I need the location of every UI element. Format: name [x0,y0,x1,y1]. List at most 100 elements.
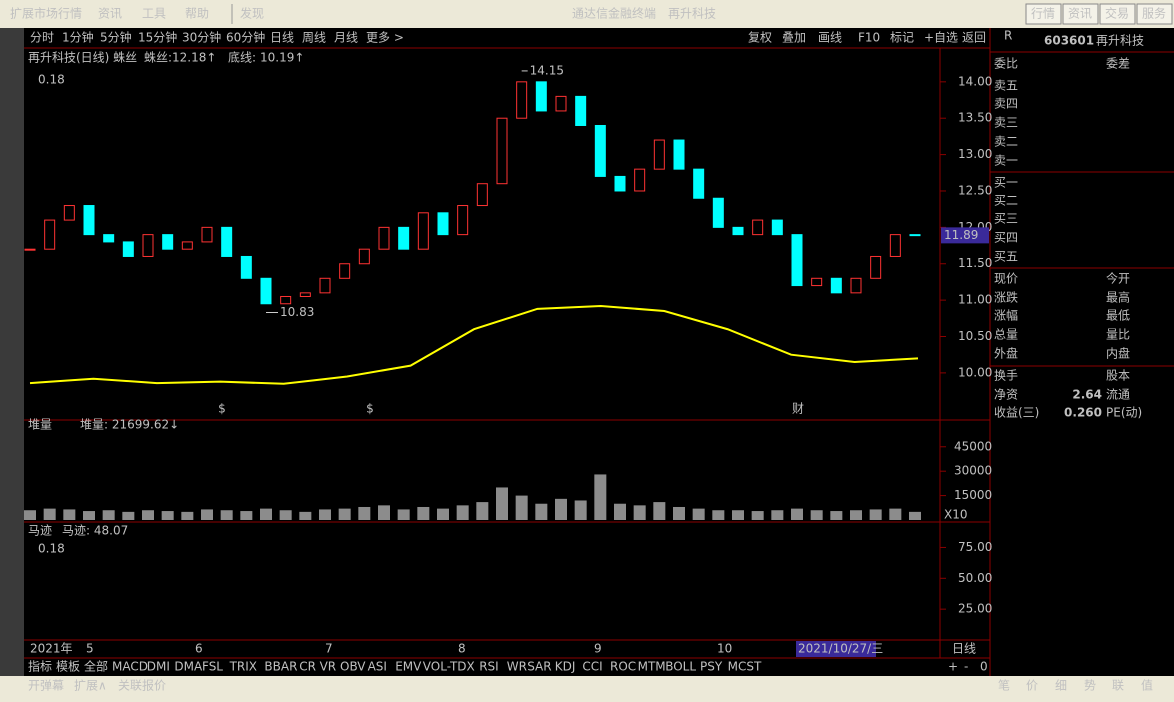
volume-bar [279,510,292,520]
indicator-tab[interactable]: ROC [610,660,636,674]
toolbar-action[interactable]: 标记 [890,31,914,45]
candle [260,277,272,305]
y-tick-label: 11.00 [958,293,992,307]
quote-label: 收益(三) [994,406,1039,420]
candle [319,277,331,294]
indicator-tab[interactable]: MTM [638,660,666,674]
indicator-tab[interactable]: DMA [174,660,203,674]
indicator-tab[interactable]: FSL [202,660,223,674]
quote-label: 买四 [994,231,1018,245]
side-tab[interactable]: 价 [1026,679,1038,693]
side-tab[interactable]: 势 [1084,679,1096,693]
period-tab[interactable]: 分时 [30,31,54,45]
menu-button-label[interactable]: 服务 [1142,6,1166,21]
quote-label: 净资 [994,388,1018,402]
period-tab[interactable]: 月线 [334,31,358,45]
menu-item[interactable]: 工具 [142,7,166,21]
indicator-tab[interactable]: MCST [728,660,762,674]
candle [378,226,390,250]
status-item[interactable]: 扩展∧ [74,679,107,693]
status-item[interactable]: 关联报价 [118,678,166,693]
period-tab[interactable]: 周线 [302,31,326,45]
indicator-tab[interactable]: WR [507,660,527,674]
period-tab[interactable]: 30分钟 [182,30,221,45]
indicator-tab[interactable]: CCI [582,660,602,674]
volume-bar [142,510,154,520]
volume-bar [692,508,705,520]
candle [909,234,921,237]
period-tab[interactable]: 5分钟 [100,30,132,45]
candle [457,205,469,236]
indicator-tab[interactable]: TRIX [229,660,257,674]
menu-button-label[interactable]: 行情 [1031,7,1055,21]
volume-bar [102,510,115,520]
volume-bar [240,511,253,520]
indicator-tab[interactable]: OBV [340,660,366,674]
date-label: 7 [325,642,333,656]
indicator-tab[interactable]: RSI [479,660,499,674]
menu-item[interactable]: 资讯 [98,7,122,21]
indicator-tab[interactable]: 指标 [28,659,52,674]
indicator-tab[interactable]: ASI [368,660,387,674]
period-tab[interactable]: 60分钟 [226,30,265,45]
menu-button[interactable] [1099,3,1136,25]
indicator-tab[interactable]: DMI [147,660,170,674]
toolbar-action[interactable]: +自选 [924,31,958,45]
high-label: 14.15 [530,63,564,77]
period-tab[interactable]: 1分钟 [62,30,94,45]
indicator-tab[interactable]: KDJ [555,660,576,674]
indicator-tab[interactable]: CR [299,660,316,674]
quote-label: 卖一 [994,154,1018,168]
period-tab[interactable]: 15分钟 [138,30,177,45]
menu-item[interactable]: 扩展市场行情 [10,6,82,21]
menu-button-label[interactable]: 资讯 [1068,7,1092,21]
candle [555,95,567,112]
indicator-tab[interactable]: BBAR [264,660,297,674]
indicator-tab[interactable]: SAR [527,660,551,674]
period-tab[interactable]: 更多 > [366,31,404,45]
menu-item[interactable]: 帮助 [185,7,209,21]
zoom-button[interactable]: 0 [980,660,988,674]
y-tick-label: 13.50 [958,111,992,125]
indicator-tab[interactable]: VR [320,660,337,674]
indicator-tab[interactable]: PSY [700,660,723,674]
stock-name: 再升科技 [1096,34,1144,48]
menu-item[interactable]: 发现 [240,6,264,21]
status-item[interactable]: 开弹幕 [28,679,64,693]
side-tab[interactable]: 笔 [998,678,1010,693]
toolbar-action[interactable]: 返回 [962,31,986,45]
indicator-tab[interactable]: MACD [112,660,148,674]
zoom-button[interactable]: + [948,660,958,674]
menu-button[interactable] [1062,3,1099,25]
zoom-button[interactable]: - [964,660,968,674]
legend-value: 10.19↑ [260,51,304,65]
side-tab[interactable]: 联 [1112,679,1124,693]
volume-bar [653,502,666,520]
toolbar-action[interactable]: 叠加 [782,31,806,45]
side-tab[interactable]: 细 [1055,679,1067,693]
period-tab[interactable]: 日线 [270,31,294,45]
menu-button[interactable] [1025,3,1062,25]
toolbar-action[interactable]: 画线 [818,31,842,45]
menu-button[interactable] [1136,3,1173,25]
candle [221,226,233,257]
side-tab[interactable]: 值 [1141,678,1153,693]
y-tick-label: 14.00 [958,74,992,88]
indicator-tab[interactable]: EMV [395,660,422,674]
menu-button-label[interactable]: 交易 [1105,6,1129,21]
indicator-tab[interactable]: VOL-TDX [423,660,475,674]
indicator-line [29,304,919,385]
low-label: 10.83 [280,305,314,319]
event-mark: $ [366,402,374,416]
indicator-tab[interactable]: 全部 [84,659,108,674]
candle [496,117,508,185]
toolbar-action[interactable]: F10 [858,31,880,45]
candle [181,241,193,250]
indicator-tab[interactable]: 模板 [56,660,80,674]
volume-bar [181,511,194,520]
event-mark: $ [218,402,226,416]
y-tick-label: 50.00 [958,571,992,585]
volume-bar [63,509,76,520]
indicator-tab[interactable]: BOLL [665,660,696,674]
toolbar-action[interactable]: 复权 [748,31,772,45]
